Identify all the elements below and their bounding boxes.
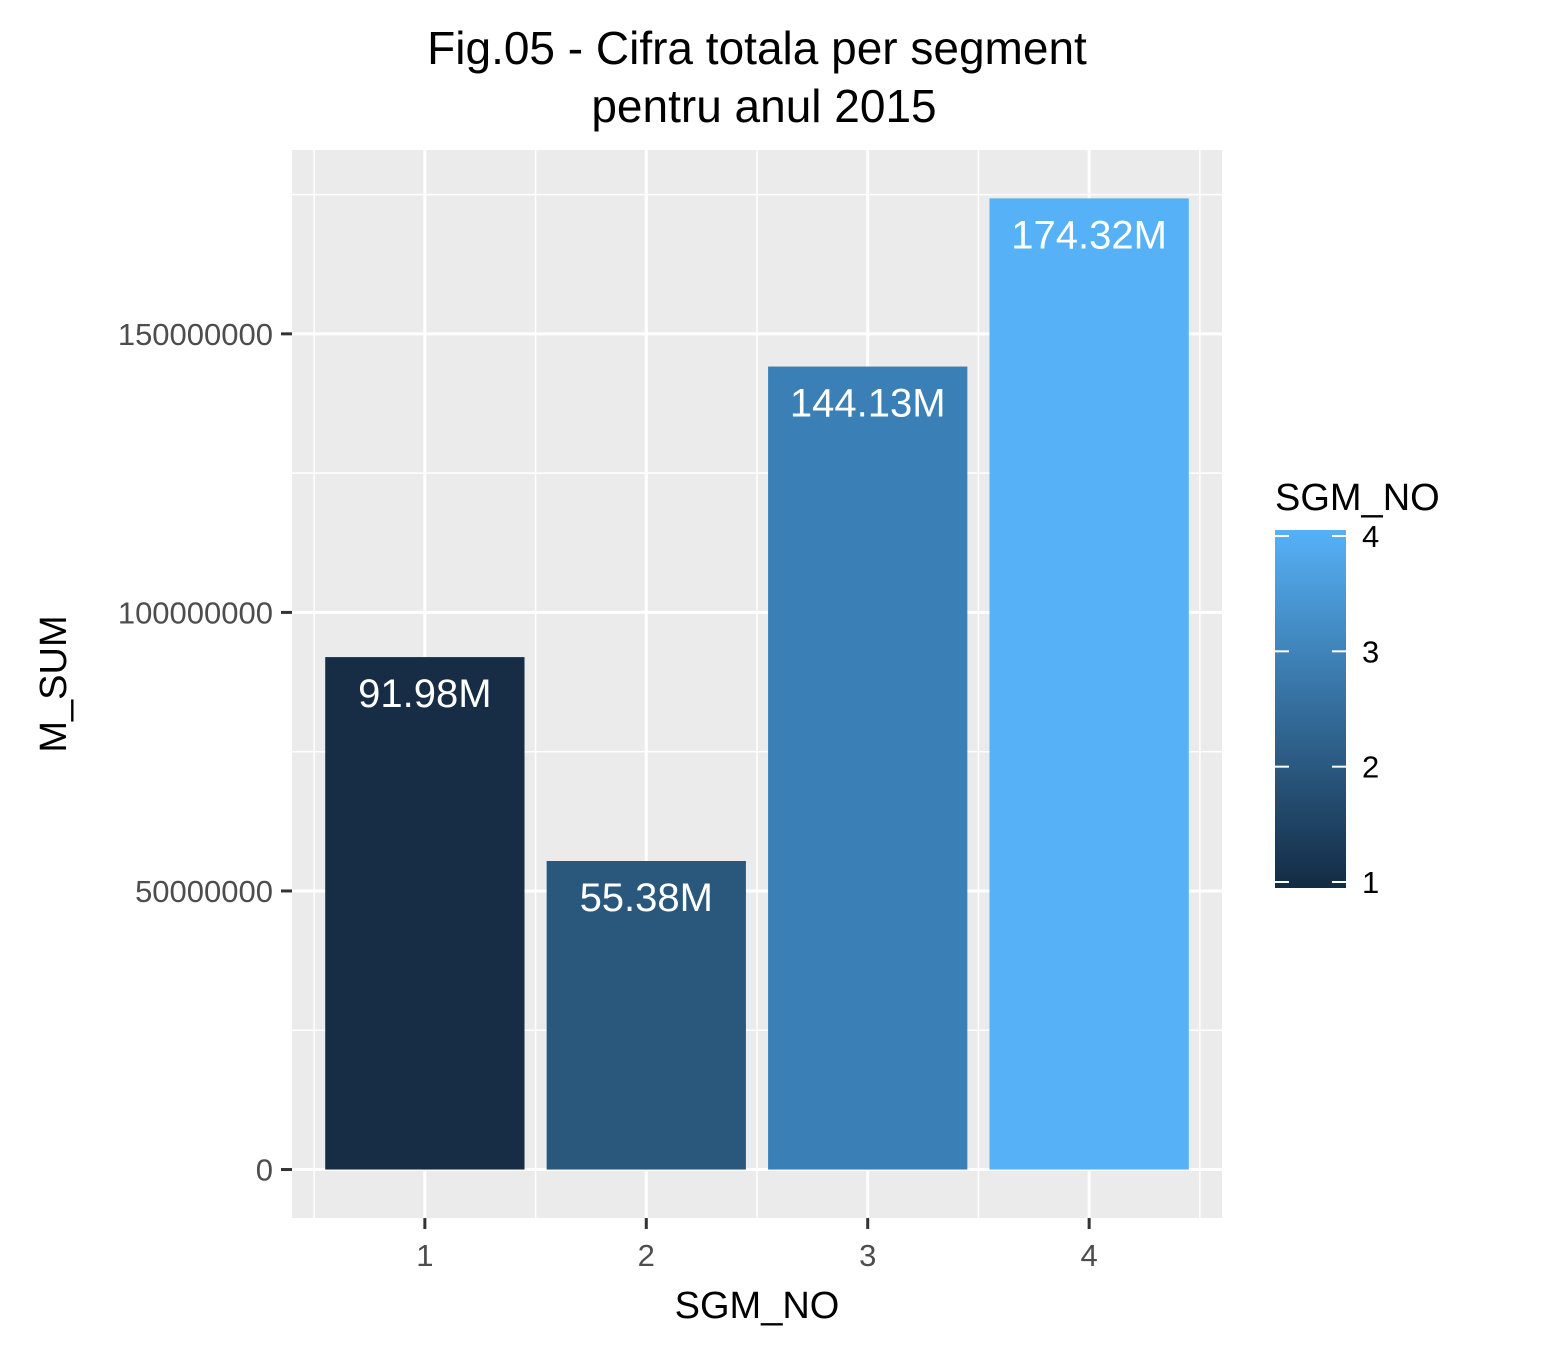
y-tick-label: 100000000: [118, 595, 273, 630]
bar-3: [768, 366, 968, 1170]
x-tick-label: 2: [638, 1238, 655, 1273]
bar-label-2: 55.38M: [580, 876, 713, 920]
legend: SGM_NO 1 2 3 4: [1275, 477, 1440, 900]
bar-labels: 91.98M 55.38M 144.13M 174.32M: [358, 213, 1167, 920]
bar-4: [989, 198, 1189, 1170]
y-tick-label: 150000000: [118, 317, 273, 352]
bars: [325, 198, 1189, 1170]
legend-label: 3: [1362, 634, 1379, 669]
bar-label-4: 174.32M: [1011, 213, 1167, 257]
x-tick-label: 3: [859, 1238, 876, 1273]
x-tick-label: 1: [416, 1238, 433, 1273]
bar-1: [325, 657, 525, 1170]
y-tick-label: 0: [256, 1153, 273, 1188]
y-axis-title: M_SUM: [33, 615, 75, 752]
bar-2: [546, 860, 746, 1170]
chart-title-line-1: Fig.05 - Cifra totala per segment: [427, 22, 1087, 74]
x-tick-label: 4: [1081, 1238, 1098, 1273]
y-tick-label: 50000000: [135, 874, 273, 909]
bar-label-3: 144.13M: [790, 382, 946, 426]
legend-label: 2: [1362, 750, 1379, 785]
x-axis: 1 2 3 4: [416, 1218, 1098, 1273]
legend-title: SGM_NO: [1275, 477, 1440, 519]
legend-label: 1: [1362, 865, 1379, 900]
y-axis: 0 50000000 100000000 150000000: [118, 317, 292, 1188]
legend-label: 4: [1362, 519, 1379, 554]
legend-colorbar: [1275, 530, 1346, 888]
legend-ticks: 1 2 3 4: [1275, 519, 1379, 900]
chart-title-line-2: pentru anul 2015: [591, 80, 936, 132]
x-axis-title: SGM_NO: [675, 1285, 840, 1327]
bar-label-1: 91.98M: [358, 672, 491, 716]
